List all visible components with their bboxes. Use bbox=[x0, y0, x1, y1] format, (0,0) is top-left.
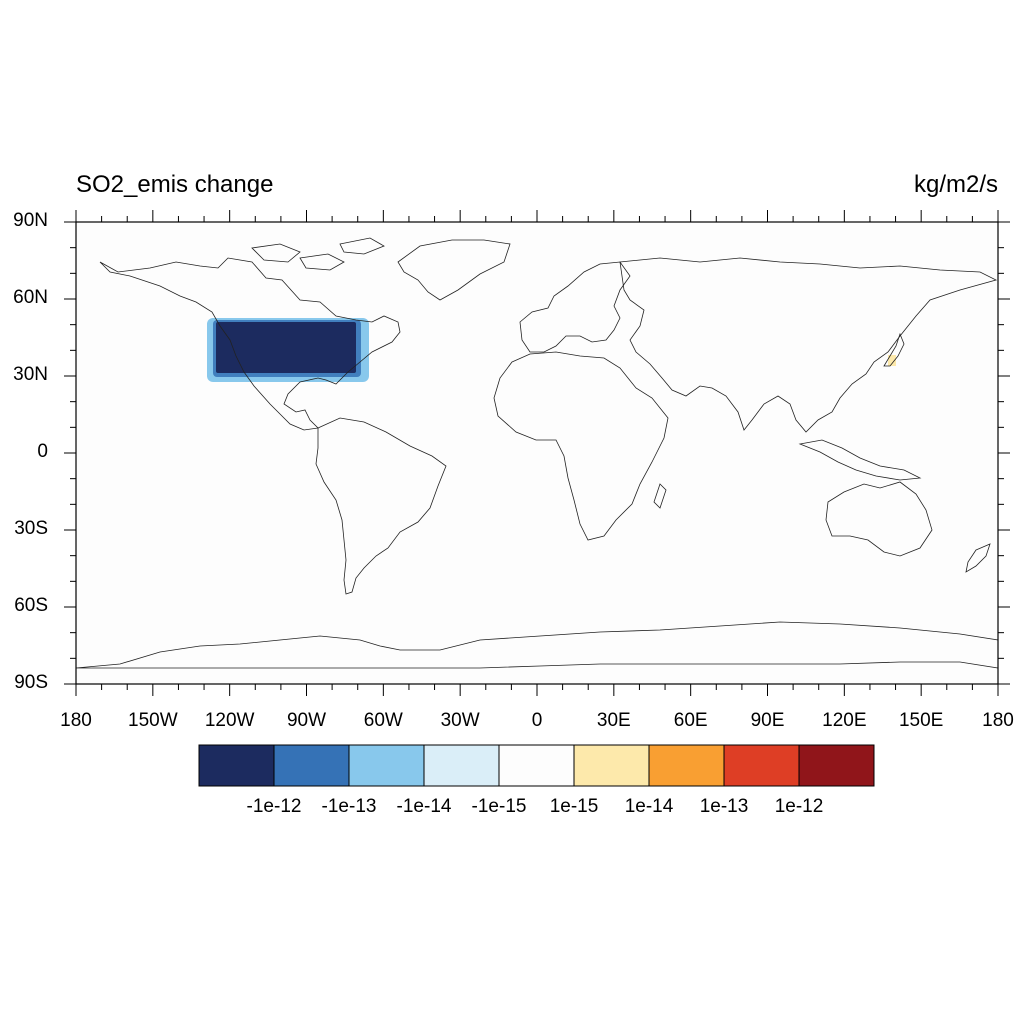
field-core-north-america bbox=[216, 322, 356, 373]
lon-label: 180 bbox=[982, 710, 1014, 731]
coast-new-zealand bbox=[965, 543, 991, 573]
coastlines bbox=[75, 237, 999, 669]
coast-arctic-islands bbox=[251, 237, 385, 271]
lat-label: 30S bbox=[14, 518, 48, 539]
axis-ticks bbox=[64, 210, 1010, 696]
map-background bbox=[76, 222, 998, 684]
colorbar-label: 1e-13 bbox=[699, 796, 749, 817]
lat-label: 30N bbox=[13, 364, 48, 385]
lon-label: 120W bbox=[204, 710, 255, 731]
lat-label: 90S bbox=[14, 672, 48, 693]
lon-label: 60W bbox=[363, 710, 403, 731]
lon-label: 0 bbox=[531, 710, 543, 731]
coast-south-america bbox=[315, 417, 447, 595]
colorbar-box bbox=[723, 744, 800, 787]
colorbar-box bbox=[573, 744, 650, 787]
field-north-america bbox=[207, 318, 369, 382]
lon-label: 90E bbox=[750, 710, 785, 731]
coast-indonesia bbox=[798, 439, 922, 481]
coast-africa bbox=[493, 351, 669, 541]
colorbar-label: 1e-14 bbox=[624, 796, 674, 817]
coast-madagascar bbox=[653, 483, 667, 509]
lon-label: 180 bbox=[60, 710, 92, 731]
colorbar-label: -1e-13 bbox=[321, 796, 377, 817]
lon-label: 30W bbox=[440, 710, 480, 731]
lat-label: 0 bbox=[37, 441, 48, 462]
lat-label: 60N bbox=[13, 287, 48, 308]
colorbar-box bbox=[348, 744, 425, 787]
colorbar-label: -1e-15 bbox=[471, 796, 527, 817]
colorbar-box bbox=[798, 744, 875, 787]
lon-label: 90W bbox=[286, 710, 327, 731]
lon-label: 150E bbox=[898, 710, 944, 731]
lon-label: 120E bbox=[822, 710, 867, 731]
lon-label: 60E bbox=[673, 710, 708, 731]
units-label: kg/m2/s bbox=[913, 171, 998, 198]
colorbar-label: 1e-12 bbox=[774, 796, 824, 817]
map-title: SO2_emis change bbox=[76, 171, 274, 198]
colorbar-box bbox=[423, 744, 500, 787]
colorbar-label: -1e-12 bbox=[246, 796, 302, 817]
lat-label: 60S bbox=[14, 595, 48, 616]
colorbar-box bbox=[498, 744, 575, 787]
colorbar-box bbox=[648, 744, 725, 787]
colorbar-box bbox=[198, 744, 275, 787]
lon-label: 30E bbox=[596, 710, 631, 731]
coast-europe bbox=[519, 261, 631, 353]
coast-north-america bbox=[99, 257, 401, 431]
colorbar bbox=[198, 744, 875, 787]
lat-label: 90N bbox=[13, 210, 48, 231]
colorbar-label: -1e-14 bbox=[396, 796, 452, 817]
coast-asia bbox=[619, 257, 998, 433]
field-japan bbox=[888, 355, 896, 366]
colorbar-label: 1e-15 bbox=[549, 796, 599, 817]
coast-japan bbox=[883, 332, 905, 367]
coast-greenland bbox=[397, 239, 511, 301]
colorbar-box bbox=[273, 744, 350, 787]
coast-australia bbox=[825, 481, 933, 557]
lon-label: 150W bbox=[128, 710, 178, 731]
coast-antarctica bbox=[75, 621, 999, 669]
